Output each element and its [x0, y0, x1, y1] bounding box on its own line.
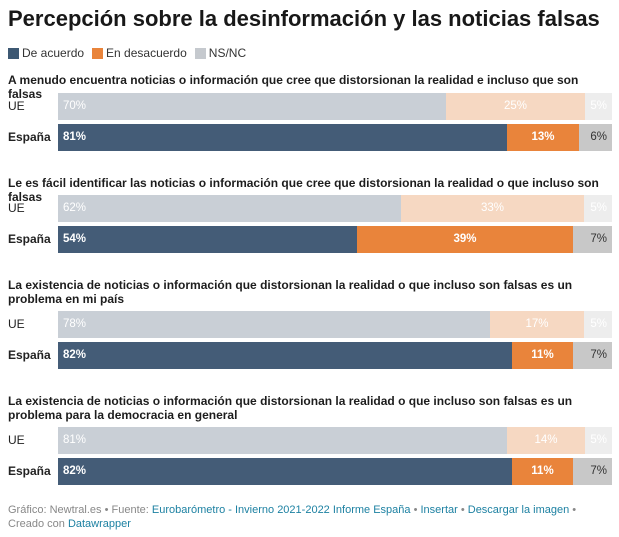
chart-title: Percepción sobre la desinformación y las… — [8, 6, 600, 31]
segment-ns-nc: 5% — [585, 427, 612, 454]
bar-row-ue: UE 62% 33% 5% — [8, 195, 613, 222]
legend-swatch-nsnc — [194, 47, 206, 59]
footer: Gráfico: Newtral.es • Fuente: Eurobaróme… — [8, 503, 608, 531]
segment-en-desacuerdo: 17% — [490, 311, 584, 338]
footer-created-with: • Creado con — [8, 504, 577, 530]
segment-en-desacuerdo: 11% — [512, 458, 573, 485]
row-label: UE — [8, 99, 25, 113]
stacked-bar: 82% 11% 7% — [58, 458, 612, 485]
legend-item-nsnc: NS/NC — [194, 46, 247, 60]
bar-row-es: España 81% 13% 6% — [8, 124, 613, 151]
segment-de-acuerdo: 54% — [58, 226, 357, 253]
footer-separator: • — [410, 504, 421, 516]
question-label: Le es fácil identificar las noticias o i… — [8, 176, 599, 204]
question-label: A menudo encuentra noticias o informació… — [8, 73, 579, 101]
segment-ns-nc: 5% — [584, 195, 612, 222]
segment-de-acuerdo: 82% — [58, 458, 512, 485]
segment-en-desacuerdo: 33% — [401, 195, 584, 222]
bar-row-ue: UE 78% 17% 5% — [8, 311, 613, 338]
legend-item-disagree: En desacuerdo — [92, 46, 187, 60]
segment-de-acuerdo: 81% — [58, 427, 507, 454]
legend: De acuerdo En desacuerdo NS/NC — [8, 44, 254, 62]
source-link[interactable]: Eurobarómetro - Invierno 2021-2022 Infor… — [151, 504, 411, 516]
bar-row-es: España 82% 11% 7% — [8, 458, 613, 485]
legend-label-nsnc: NS/NC — [208, 46, 247, 60]
chart-group-4: La existencia de noticias o información … — [8, 394, 613, 485]
row-label: España — [8, 464, 51, 478]
row-label: UE — [8, 201, 25, 215]
segment-en-desacuerdo: 39% — [357, 226, 573, 253]
stacked-bar: 78% 17% 5% — [58, 311, 612, 338]
segment-de-acuerdo: 81% — [58, 124, 507, 151]
segment-en-desacuerdo: 11% — [512, 342, 573, 369]
segment-ns-nc: 7% — [573, 458, 612, 485]
stacked-bar: 82% 11% 7% — [58, 342, 612, 369]
row-label: España — [8, 130, 51, 144]
row-label: UE — [8, 317, 25, 331]
stacked-bar: 81% 13% 6% — [58, 124, 612, 151]
stacked-bar: 62% 33% 5% — [58, 195, 612, 222]
footer-source-prefix: Gráfico: Newtral.es • Fuente: — [8, 504, 152, 516]
segment-en-desacuerdo: 14% — [507, 427, 585, 454]
row-label: España — [8, 348, 51, 362]
segment-ns-nc: 6% — [579, 124, 612, 151]
chart-group-3: La existencia de noticias o información … — [8, 278, 613, 369]
row-label: UE — [8, 433, 25, 447]
segment-ns-nc: 7% — [573, 342, 612, 369]
datawrapper-link[interactable]: Datawrapper — [67, 518, 131, 530]
segment-ns-nc: 7% — [573, 226, 612, 253]
bar-row-es: España 54% 39% 7% — [8, 226, 613, 253]
legend-swatch-disagree — [92, 47, 104, 59]
segment-de-acuerdo: 82% — [58, 342, 512, 369]
download-image-link[interactable]: Descargar la imagen — [467, 504, 570, 516]
stacked-bar: 81% 14% 5% — [58, 427, 612, 454]
bar-row-ue: UE 70% 25% 5% — [8, 93, 613, 120]
footer-separator: • — [457, 504, 468, 516]
stacked-bar: 70% 25% 5% — [58, 93, 612, 120]
bar-row-ue: UE 81% 14% 5% — [8, 427, 613, 454]
legend-label-disagree: En desacuerdo — [106, 46, 187, 60]
segment-en-desacuerdo: 13% — [507, 124, 579, 151]
segment-de-acuerdo: 62% — [58, 195, 401, 222]
legend-swatch-agree — [8, 47, 19, 59]
chart-group-1: A menudo encuentra noticias o informació… — [8, 73, 613, 151]
bar-row-es: España 82% 11% 7% — [8, 342, 613, 369]
stacked-bar: 54% 39% 7% — [58, 226, 612, 253]
embed-link[interactable]: Insertar — [420, 504, 458, 516]
segment-de-acuerdo: 70% — [58, 93, 446, 120]
question-label: La existencia de noticias o información … — [8, 394, 573, 422]
legend-label-agree: De acuerdo — [22, 46, 85, 60]
segment-de-acuerdo: 78% — [58, 311, 490, 338]
row-label: España — [8, 232, 51, 246]
segment-ns-nc: 5% — [584, 311, 612, 338]
chart-group-2: Le es fácil identificar las noticias o i… — [8, 176, 613, 253]
segment-ns-nc: 5% — [585, 93, 612, 120]
legend-item-agree: De acuerdo — [8, 46, 84, 60]
segment-en-desacuerdo: 25% — [446, 93, 585, 120]
question-label: La existencia de noticias o información … — [8, 278, 573, 306]
